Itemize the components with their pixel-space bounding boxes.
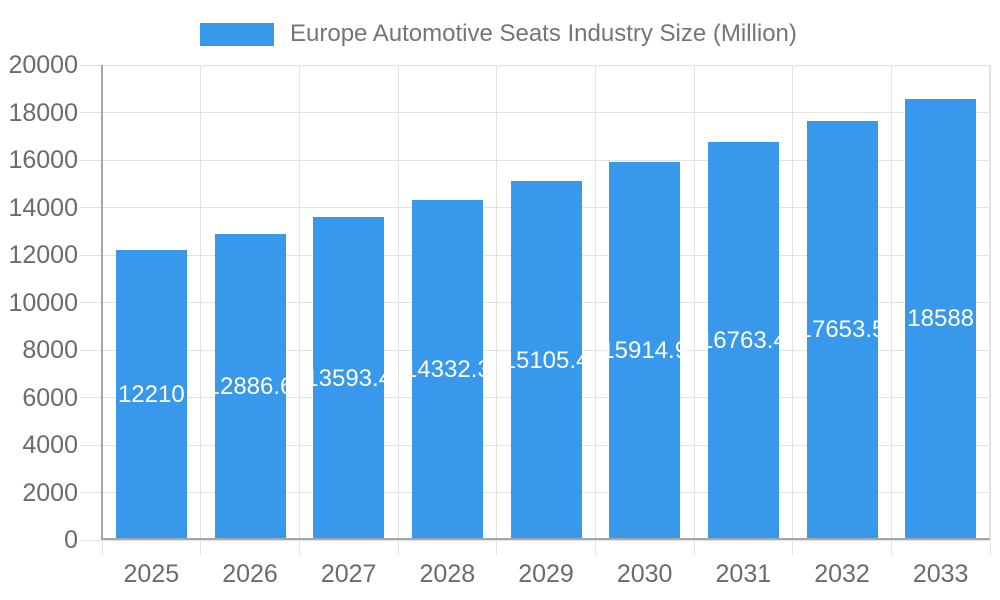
vertical-gridline <box>989 65 991 555</box>
y-axis-label: 10000 <box>8 288 78 317</box>
y-axis-label: 2000 <box>22 478 78 507</box>
bar-2032[interactable]: 17653.5 <box>799 120 885 540</box>
y-axis-label: 0 <box>64 526 78 554</box>
horizontal-gridline <box>80 64 990 66</box>
vertical-gridline <box>792 65 794 555</box>
vertical-gridline <box>397 65 399 555</box>
x-axis-line <box>102 538 990 540</box>
x-axis-label: 2030 <box>616 560 673 588</box>
bar-value-label: 12886.6 <box>206 372 294 400</box>
bar-value-label: 12210 <box>117 381 185 408</box>
bar-2031[interactable]: 16763.4 <box>700 141 787 540</box>
bar-value-label: 16763.4 <box>699 326 787 354</box>
bar-2025[interactable]: 12210 <box>115 250 187 540</box>
y-axis-line <box>101 65 103 540</box>
x-axis-label: 2031 <box>715 560 772 588</box>
x-axis-label: 2029 <box>518 560 574 588</box>
bar-value-label: 17653.5 <box>798 316 886 344</box>
plot-right-border <box>989 65 990 540</box>
chart-title: Europe Automotive Seats Industry Size (M… <box>290 20 797 47</box>
x-axis-label: 2025 <box>123 560 180 588</box>
legend-color-swatch <box>200 22 274 46</box>
y-axis-label: 18000 <box>8 98 78 127</box>
bar-2028[interactable]: 14332.3 <box>404 199 491 540</box>
bar-value-label: 18588 <box>907 305 975 333</box>
x-axis-label: 2033 <box>912 560 969 588</box>
x-axis-label: 2026 <box>222 560 278 588</box>
plot-area: 12210 12886.6 13593.4 14332.3 15105.4 15914.9… <box>80 64 991 555</box>
horizontal-gridline <box>80 112 990 113</box>
y-axis-label: 14000 <box>8 193 78 222</box>
bar-value-label: 14332.3 <box>403 355 491 383</box>
vertical-gridline <box>496 65 498 555</box>
bar-value-label: 15105.4 <box>502 346 590 374</box>
bar-2030[interactable]: 15914.9 <box>601 162 688 540</box>
bar-2029[interactable]: 15105.4 <box>503 181 589 540</box>
x-axis-label: 2028 <box>419 560 476 588</box>
vertical-gridline <box>200 65 202 555</box>
y-axis-label: 4000 <box>22 431 78 459</box>
horizontal-gridline <box>80 539 990 541</box>
y-axis-label: 20000 <box>8 51 78 79</box>
y-axis-label: 8000 <box>22 336 78 364</box>
vertical-gridline <box>298 65 300 555</box>
legend: Europe Automotive Seats Industry Size (M… <box>200 21 797 47</box>
horizontal-gridline <box>80 159 990 161</box>
bar-value-label: 13593.4 <box>305 364 393 392</box>
y-axis-label: 12000 <box>8 241 78 269</box>
bar-2033[interactable]: 18588 <box>905 98 977 540</box>
vertical-gridline <box>594 65 596 555</box>
bar-2026[interactable]: 12886.6 <box>207 233 293 540</box>
vertical-gridline <box>693 65 695 555</box>
vertical-gridline <box>890 65 892 555</box>
bar-2027[interactable]: 13593.4 <box>305 217 392 540</box>
y-axis-label: 6000 <box>22 383 78 412</box>
x-axis-label: 2027 <box>320 560 377 588</box>
y-axis-label: 16000 <box>8 146 78 174</box>
bar-value-label: 15914.9 <box>601 337 689 365</box>
x-axis-label: 2032 <box>814 560 870 588</box>
